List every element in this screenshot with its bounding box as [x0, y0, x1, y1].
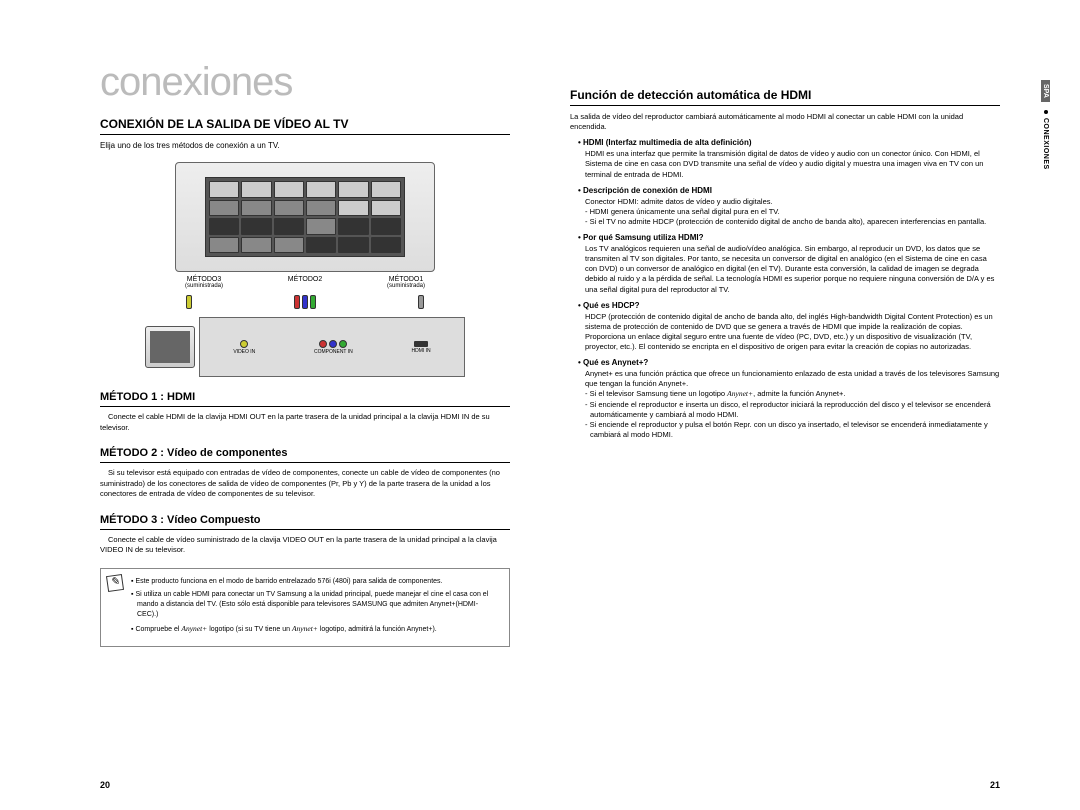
side-spa: SPA — [1041, 80, 1050, 102]
page-number-left: 20 — [100, 780, 110, 790]
desc-l3: - Si el TV no admite HDCP (protección de… — [585, 217, 1000, 227]
tv-icon — [145, 326, 195, 368]
method2-body: Si su televisor está equipado con entrad… — [100, 468, 510, 500]
note-box: ✎ ▪ Este producto funciona en el modo de… — [100, 568, 510, 648]
anynet-d3: - Si enciende el reproductor y pulsa el … — [585, 420, 1000, 440]
method3-title: MÉTODO 3 : Vídeo Compuesto — [100, 514, 510, 530]
hdcp-heading: • Qué es HDCP? — [578, 301, 1000, 310]
right-page: Función de detección automática de HDMI … — [540, 60, 1050, 790]
desc-l2: - HDMI genera únicamente una señal digit… — [585, 207, 1000, 217]
intro-text: Elija uno de los tres métodos de conexió… — [100, 141, 510, 150]
method-labels: MÉTODO3(suministrada) MÉTODO2 MÉTODO1(su… — [175, 276, 435, 289]
main-title: conexiones — [100, 60, 510, 105]
side-tab: SPA CONEXIONES — [1041, 80, 1050, 170]
tv-input-bar: VIDEO IN COMPONENT IN HDMI IN — [199, 317, 465, 377]
note3b: logotipo (si su TV tiene un — [207, 626, 292, 633]
label-m3-sub: (suministrada) — [185, 283, 223, 289]
porque-heading: • Por qué Samsung utiliza HDMI? — [578, 233, 1000, 242]
method2-title: MÉTODO 2 : Vídeo de componentes — [100, 447, 510, 463]
note3a: Compruebe el — [135, 626, 181, 633]
anynet-d2: - Si enciende el reproductor e inserta u… — [585, 400, 1000, 420]
cables-row — [175, 295, 435, 309]
label-m3: MÉTODO3 — [187, 276, 222, 283]
connection-diagram: MÉTODO3(suministrada) MÉTODO2 MÉTODO1(su… — [100, 162, 510, 377]
section-title-left: CONEXIÓN DE LA SALIDA DE VÍDEO AL TV — [100, 117, 510, 135]
desc-heading: • Descripción de conexión de HDMI — [578, 186, 1000, 195]
label-m1: MÉTODO1 — [389, 276, 424, 283]
section-title-right: Función de detección automática de HDMI — [570, 88, 1000, 106]
note2: Si utiliza un cable HDMI para conectar u… — [135, 591, 488, 618]
desc-l1: Conector HDMI: admite datos de vídeo y a… — [585, 197, 1000, 207]
tv-component-label: COMPONENT IN — [314, 349, 353, 355]
back-panel — [205, 177, 405, 257]
method3-body: Conecte el cable de vídeo suministrado d… — [100, 535, 510, 556]
porque-body: Los TV analógicos requieren una señal de… — [585, 244, 1000, 295]
note1: Este producto funciona en el modo de bar… — [135, 578, 442, 585]
page-number-right: 21 — [990, 780, 1000, 790]
note-icon: ✎ — [106, 573, 124, 591]
main-unit-rear — [175, 162, 435, 272]
label-m2: MÉTODO2 — [288, 276, 323, 283]
side-conex: CONEXIONES — [1042, 118, 1049, 170]
hdcp-body: HDCP (protección de contenido digital de… — [585, 312, 1000, 353]
hdmi-def-heading: • HDMI (Interfaz multimedia de alta defi… — [578, 138, 1000, 147]
right-intro: La salida de vídeo del reproductor cambi… — [570, 112, 1000, 132]
left-page: conexiones CONEXIÓN DE LA SALIDA DE VÍDE… — [30, 60, 540, 790]
anynet-heading: • Qué es Anynet+? — [578, 358, 1000, 367]
anynet-body: Anynet+ es una función práctica que ofre… — [585, 369, 1000, 389]
anynet-logo-2: Anynet+ — [292, 624, 318, 633]
method1-title: MÉTODO 1 : HDMI — [100, 391, 510, 407]
side-dot-icon — [1044, 110, 1048, 114]
tv-video-label: VIDEO IN — [233, 349, 255, 355]
anynet-d1: - Si el televisor Samsung tiene un logot… — [585, 389, 1000, 399]
method1-body: Conecte el cable HDMI de la clavija HDMI… — [100, 412, 510, 433]
tv-row: VIDEO IN COMPONENT IN HDMI IN — [145, 317, 465, 377]
label-m1-sub: (suministrada) — [387, 283, 425, 289]
note3c: logotipo, admitirá la función Anynet+). — [318, 626, 437, 633]
hdmi-def-body: HDMI es una interfaz que permite la tran… — [585, 149, 1000, 179]
tv-hdmi-label: HDMI IN — [411, 348, 430, 354]
anynet-logo: Anynet+ — [181, 624, 207, 633]
